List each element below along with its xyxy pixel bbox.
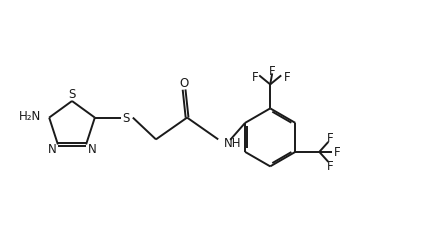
Text: O: O — [179, 77, 189, 90]
Text: H₂N: H₂N — [19, 110, 41, 123]
Text: F: F — [252, 71, 259, 83]
Text: F: F — [327, 160, 334, 173]
Text: N: N — [88, 142, 96, 155]
Text: F: F — [269, 65, 276, 78]
Text: F: F — [327, 132, 334, 145]
Text: S: S — [68, 88, 76, 101]
Text: S: S — [122, 111, 129, 124]
Text: N: N — [48, 142, 56, 155]
Text: F: F — [334, 146, 341, 159]
Text: NH: NH — [224, 136, 242, 149]
Text: F: F — [284, 71, 290, 83]
